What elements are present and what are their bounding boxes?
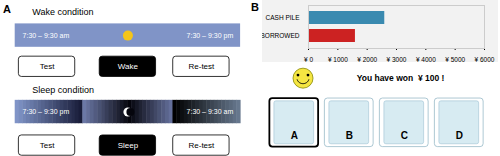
svg-text:Wake: Wake — [118, 62, 139, 71]
svg-text:CASH PILE: CASH PILE — [266, 14, 301, 21]
svg-text:D: D — [456, 130, 463, 141]
svg-text:A: A — [3, 3, 11, 15]
svg-text:Test: Test — [40, 141, 55, 150]
svg-text:Re-test: Re-test — [189, 141, 216, 150]
svg-text:C: C — [401, 130, 408, 141]
svg-text:7:30 – 9:30 am: 7:30 – 9:30 am — [187, 108, 234, 115]
svg-text:7:30 – 9:30 am: 7:30 – 9:30 am — [23, 32, 70, 39]
html-text:B: B — [251, 1, 259, 13]
svg-text:7:30 – 9:30 pm: 7:30 – 9:30 pm — [23, 108, 70, 116]
svg-text:BORROWED: BORROWED — [262, 32, 300, 39]
svg-text:7:30 – 9:30 pm: 7:30 – 9:30 pm — [187, 32, 234, 40]
svg-text:A: A — [291, 130, 298, 141]
svg-text:Test: Test — [40, 62, 55, 71]
svg-text:B: B — [346, 130, 353, 141]
svg-text:Re-test: Re-test — [189, 62, 216, 71]
svg-text:Sleep condition: Sleep condition — [32, 85, 94, 95]
svg-text:You have won ¥ 100 !: You have won ¥ 100 ! — [357, 73, 445, 83]
svg-text:Wake condition: Wake condition — [32, 7, 93, 17]
svg-text:Sleep: Sleep — [118, 141, 139, 150]
